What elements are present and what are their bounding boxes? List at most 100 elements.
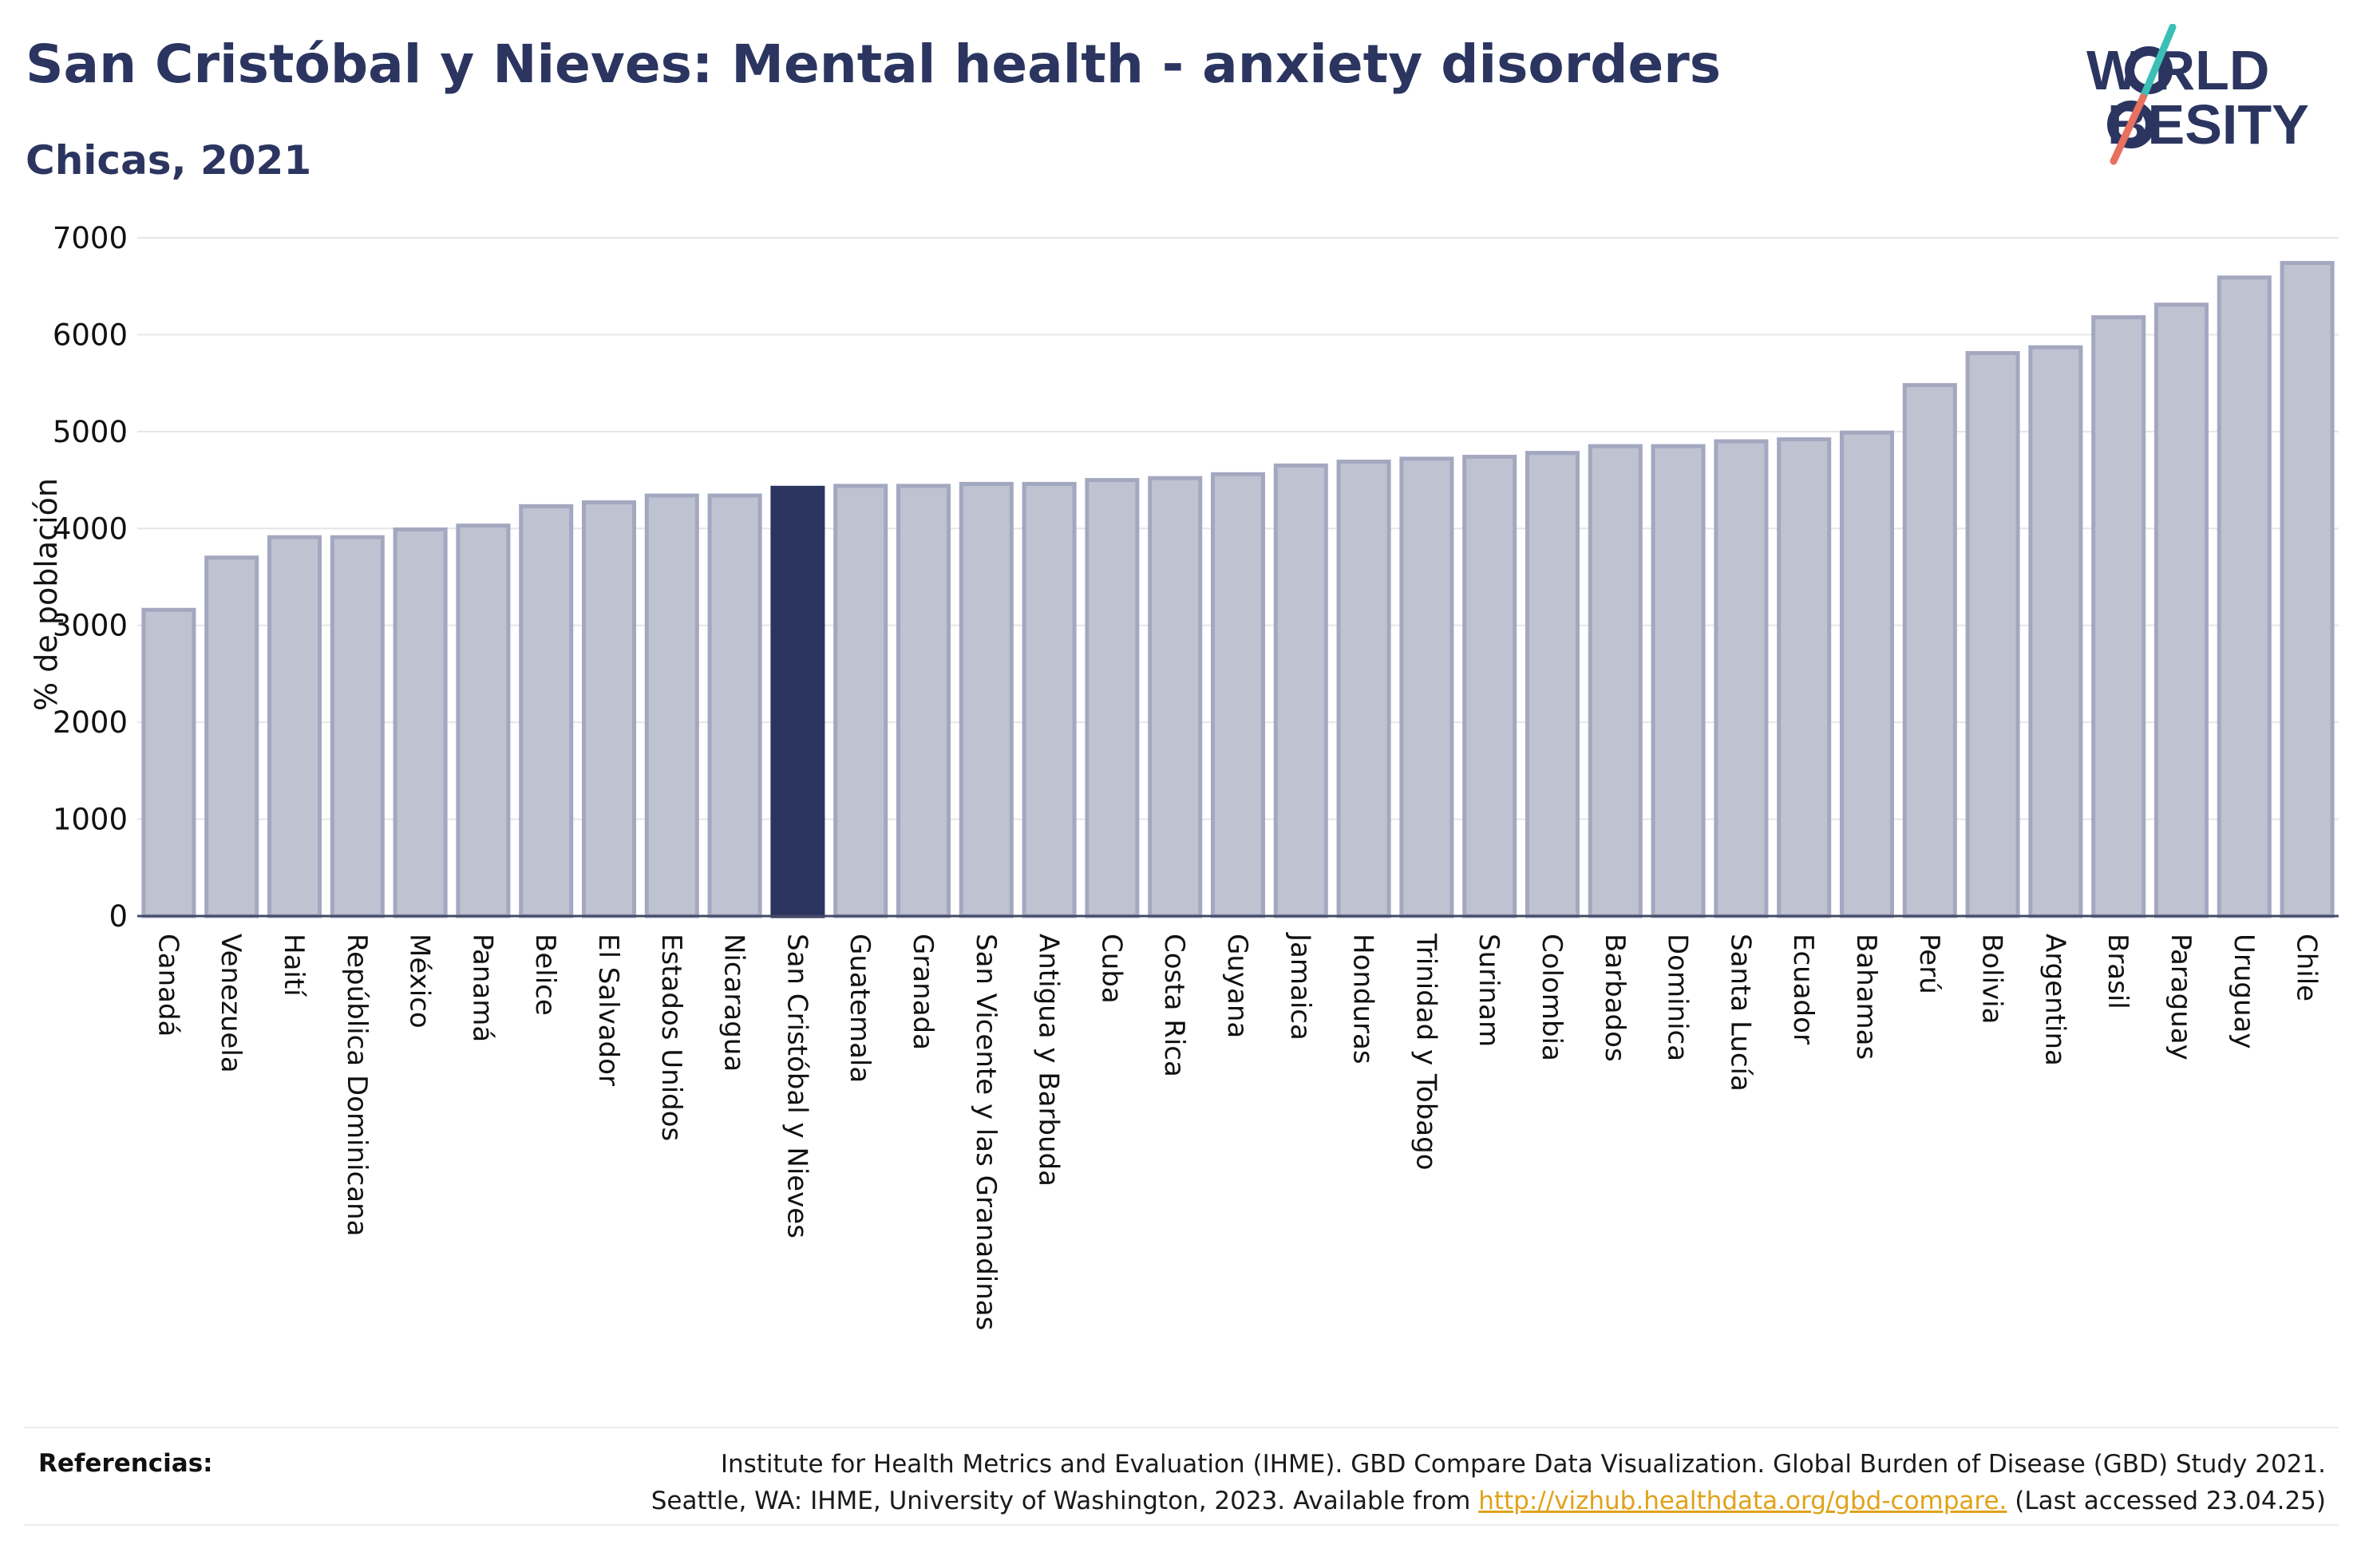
references-line-2-start: Seattle, WA: IHME, University of Washing… <box>651 1487 1479 1515</box>
x-tick-label: Belice <box>529 934 561 1016</box>
logo-line1: W RLD <box>2086 39 2269 101</box>
y-tick-label: 6000 <box>53 318 128 352</box>
bar <box>959 481 1014 918</box>
y-axis-label: % de población <box>29 478 64 711</box>
x-tick-label: México <box>404 934 436 1029</box>
y-tick-label: 3000 <box>53 609 128 643</box>
x-tick-label: Brasil <box>2102 934 2134 1009</box>
references-line-2: Seattle, WA: IHME, University of Washing… <box>651 1483 2326 1519</box>
x-tick-label: Nicaragua <box>718 934 750 1072</box>
x-tick-label: Haití <box>278 934 310 997</box>
y-tick-label: 0 <box>109 899 128 934</box>
bar <box>770 485 825 918</box>
x-tick-label: Colombia <box>1536 934 1568 1061</box>
x-tick-label: Honduras <box>1347 934 1379 1064</box>
bar <box>1085 478 1140 918</box>
bar <box>204 555 259 918</box>
bar <box>456 523 511 918</box>
footer-divider-top <box>24 1427 2339 1428</box>
bar <box>1399 456 1454 918</box>
bar <box>1022 481 1077 918</box>
x-tick-label: Guatemala <box>844 934 876 1083</box>
bar <box>1148 476 1203 918</box>
bar <box>1965 351 2020 918</box>
bar <box>1210 472 1266 918</box>
bar <box>707 493 762 918</box>
x-tick-label: Costa Rica <box>1158 934 1190 1077</box>
bar <box>2028 345 2083 918</box>
y-axis-ticks: 0 1000 2000 3000 4000 5000 6000 7000 <box>53 221 128 934</box>
bar <box>1777 437 1832 918</box>
x-tick-label: Barbados <box>1599 934 1631 1062</box>
x-tick-label: Trinidad y Tobago <box>1410 933 1442 1171</box>
bar <box>1839 430 1895 918</box>
x-tick-label: Jamaica <box>1284 932 1316 1041</box>
y-tick-label: 2000 <box>53 705 128 740</box>
bars <box>141 261 2335 918</box>
bar <box>519 504 574 918</box>
bar <box>581 500 637 918</box>
bar <box>1336 460 1391 918</box>
x-tick-label: Argentina <box>2039 934 2070 1066</box>
logo-slash-top <box>2139 23 2177 101</box>
x-tick-label: Dominica <box>1662 934 1694 1061</box>
bar <box>267 535 322 918</box>
x-tick-label: Canadá <box>152 934 184 1037</box>
x-tick-label: Panamá <box>466 934 498 1042</box>
x-tick-label: Cuba <box>1095 934 1127 1004</box>
bar <box>330 535 385 918</box>
logo-o-bottom <box>2107 101 2155 148</box>
x-tick-label: Ecuador <box>1787 934 1819 1045</box>
x-tick-label: San Cristóbal y Nieves <box>781 934 813 1238</box>
bar <box>1273 463 1328 918</box>
y-tick-label: 7000 <box>53 221 128 255</box>
logo-slash-bottom <box>2110 93 2147 165</box>
x-tick-label: Estados Unidos <box>655 934 687 1141</box>
x-tick-label: Surinam <box>1473 934 1505 1047</box>
y-tick-label: 4000 <box>53 511 128 546</box>
x-tick-label: Uruguay <box>2228 934 2260 1049</box>
references-label: Referencias: <box>38 1449 213 1478</box>
bar <box>2091 315 2146 918</box>
bar <box>1462 454 1517 918</box>
footer-divider-bottom <box>24 1524 2339 1526</box>
x-tick-label: Venezuela <box>215 934 247 1073</box>
x-tick-label: República Dominicana <box>341 934 373 1236</box>
bar <box>2280 261 2335 918</box>
bar <box>644 493 699 918</box>
x-tick-label: Guyana <box>1221 934 1253 1038</box>
x-tick-label: San Vicente y las Granadinas <box>970 934 1002 1330</box>
x-axis-labels: Canadá Venezuela Haití República Dominicana… <box>152 932 2322 1330</box>
references-link[interactable]: http://vizhub.healthdata.org/gbd-compare… <box>1478 1487 2007 1515</box>
y-tick-label: 5000 <box>53 415 128 449</box>
chart-title: San Cristóbal y Nieves: Mental health - … <box>26 34 1722 95</box>
x-tick-label: Perú <box>1913 934 1945 994</box>
references-line-1: Institute for Health Metrics and Evaluat… <box>720 1450 2326 1479</box>
bar <box>393 527 448 918</box>
bar <box>1525 451 1580 918</box>
bar <box>1588 444 1643 918</box>
bar <box>896 484 951 918</box>
bar-chart: 0 1000 2000 3000 4000 5000 6000 7000 Canadá Vene… <box>53 221 2339 1330</box>
bar <box>141 607 196 918</box>
bar <box>1651 444 1706 918</box>
bar <box>1902 383 1957 918</box>
references-text: Institute for Health Metrics and Evaluat… <box>651 1446 2326 1519</box>
references-line-2-end: (Last accessed 23.04.25) <box>2007 1487 2326 1515</box>
bar <box>833 484 888 918</box>
x-tick-label: Bahamas <box>1850 934 1882 1060</box>
world-obesity-logo: W RLD BESITY <box>2083 23 2347 168</box>
bar <box>1714 439 1769 918</box>
x-tick-label: El Salvador <box>592 934 624 1086</box>
x-tick-label: Antigua y Barbuda <box>1033 934 1065 1187</box>
y-tick-label: 1000 <box>53 803 128 837</box>
x-tick-label: Paraguay <box>2165 934 2197 1060</box>
chart-subtitle: Chicas, 2021 <box>26 137 312 184</box>
x-tick-label: Granada <box>907 934 939 1050</box>
x-tick-label: Chile <box>2291 934 2323 1001</box>
bar <box>2217 275 2272 918</box>
x-tick-label: Santa Lucía <box>1724 934 1756 1092</box>
x-tick-label: Bolivia <box>1976 934 2008 1024</box>
bar <box>2153 302 2209 918</box>
world-obesity-logo-graphic: W RLD BESITY <box>2086 23 2309 165</box>
